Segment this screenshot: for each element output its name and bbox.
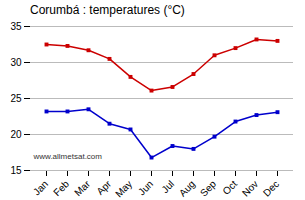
svg-text:Nov: Nov bbox=[240, 178, 260, 198]
svg-text:Mar: Mar bbox=[72, 178, 92, 198]
svg-text:May: May bbox=[113, 178, 134, 199]
svg-text:Jul: Jul bbox=[159, 178, 176, 195]
svg-text:Feb: Feb bbox=[51, 178, 71, 198]
svg-text:Aug: Aug bbox=[177, 178, 197, 198]
svg-text:20: 20 bbox=[10, 129, 22, 140]
svg-text:35: 35 bbox=[10, 21, 22, 32]
svg-text:Jan: Jan bbox=[31, 178, 50, 197]
svg-text:25: 25 bbox=[10, 93, 22, 104]
svg-text:Sep: Sep bbox=[198, 178, 219, 199]
svg-text:Dec: Dec bbox=[261, 178, 281, 198]
svg-text:30: 30 bbox=[10, 57, 22, 68]
svg-text:www.allmetsat.com: www.allmetsat.com bbox=[33, 152, 103, 161]
svg-text:Oct: Oct bbox=[220, 178, 239, 197]
svg-text:15: 15 bbox=[10, 165, 22, 176]
svg-text:Jun: Jun bbox=[136, 178, 155, 197]
html-text:Corumbá : temperatures (°C): Corumbá : temperatures (°C) bbox=[30, 3, 185, 17]
svg-text:Apr: Apr bbox=[94, 178, 113, 197]
